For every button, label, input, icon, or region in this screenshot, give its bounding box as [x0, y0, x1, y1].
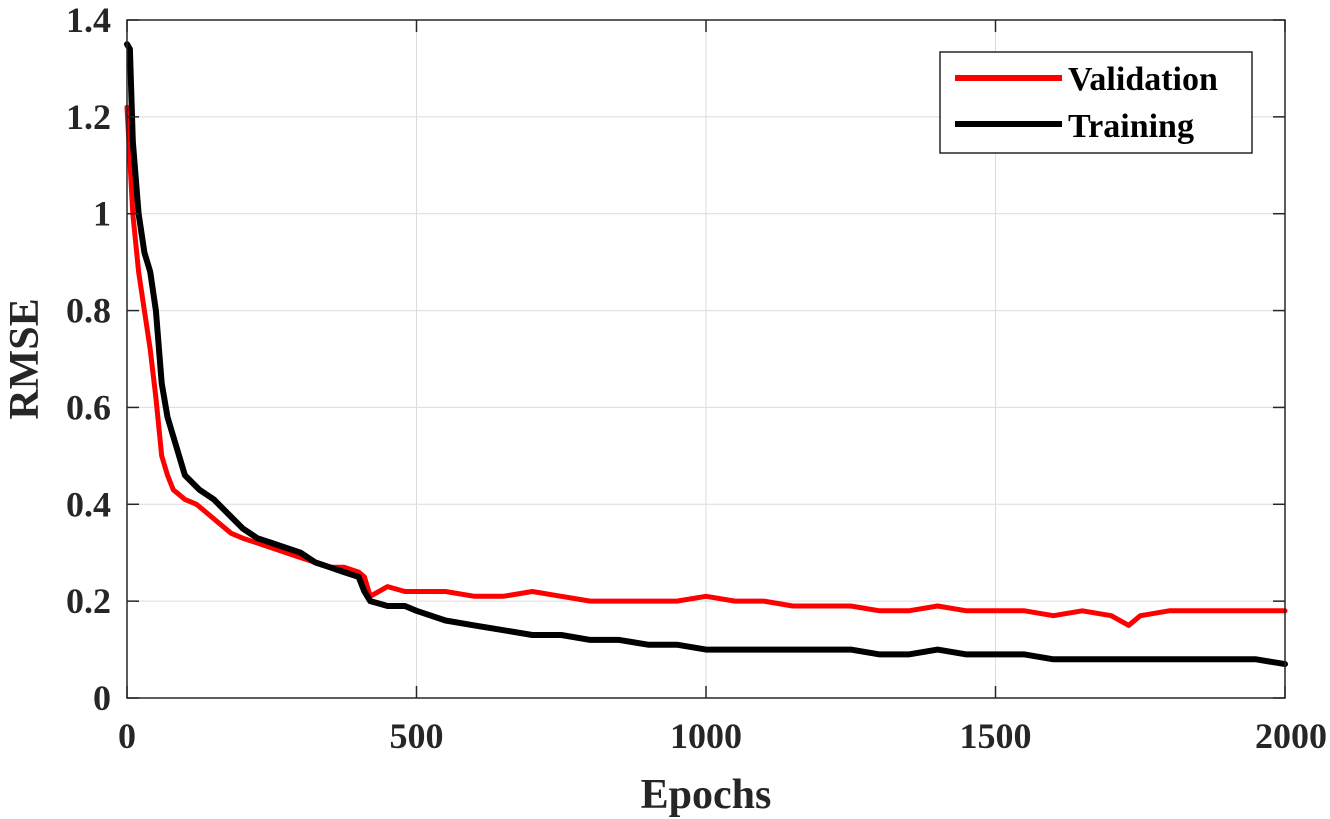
y-tick-label: 1.4 — [66, 0, 111, 40]
tick-labels: 0 500 1000 1500 2000 0 0.2 0.4 0.6 0.8 1 1.2 1.4 — [66, 0, 1327, 756]
legend-label-training: Training — [1068, 108, 1194, 145]
x-tick-label: 2000 — [1255, 716, 1327, 756]
legend-box — [939, 51, 1253, 154]
y-axis-title: RMSE — [2, 298, 48, 419]
series-line-training — [124, 41, 1288, 668]
y-tick-label: 0 — [93, 678, 111, 718]
x-tick-label: 1000 — [670, 716, 742, 756]
legend-label-validation: Validation — [1068, 61, 1218, 98]
x-tick-label: 0 — [118, 716, 136, 756]
x-tick-label: 500 — [390, 716, 444, 756]
y-tick-label: 1.2 — [66, 97, 111, 137]
x-tick-label: 1500 — [960, 716, 1032, 756]
series-layer — [124, 41, 1288, 668]
series-line-validation — [124, 104, 1288, 628]
y-tick-label: 0.6 — [66, 387, 111, 427]
y-tick-label: 0.8 — [66, 291, 111, 331]
y-tick-label: 0.4 — [66, 484, 111, 524]
x-axis-title: Epochs — [641, 772, 772, 818]
y-tick-label: 1 — [93, 194, 111, 234]
legend: Validation Training — [939, 51, 1253, 154]
y-tick-label: 0.2 — [66, 581, 111, 621]
ticks — [126, 19, 1286, 699]
